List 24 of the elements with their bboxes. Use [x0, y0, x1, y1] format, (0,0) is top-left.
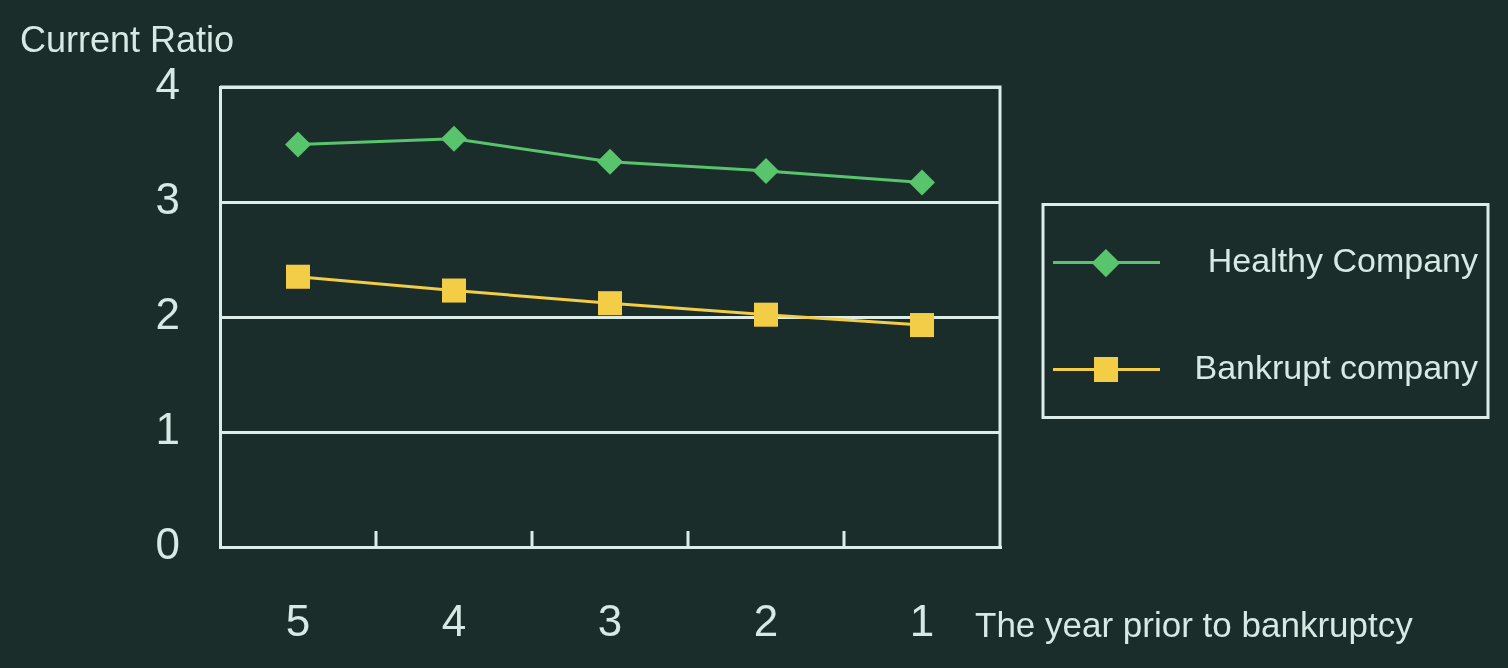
y-tick-label: 3 — [155, 174, 180, 224]
point — [441, 278, 467, 303]
point — [285, 264, 311, 289]
point — [597, 291, 623, 316]
x-tick-label: 4 — [441, 595, 467, 645]
legend-label: Healthy Company — [1207, 240, 1478, 279]
y-tick-label: 1 — [155, 404, 180, 454]
x-tick-label: 3 — [597, 595, 623, 645]
point — [285, 131, 311, 158]
y-tick-label: 4 — [155, 59, 180, 109]
x-tick-label: 2 — [753, 595, 779, 645]
x-tick-label: 1 — [909, 595, 935, 645]
x-tick-label: 5 — [285, 595, 311, 645]
point — [909, 169, 935, 196]
x-axis-title: The year prior to bankruptcy — [975, 604, 1414, 644]
legend-label: Bankrupt company — [1194, 347, 1478, 386]
y-axis-title: Current Ratio — [20, 18, 235, 60]
point — [909, 313, 935, 338]
point — [753, 157, 779, 184]
point — [441, 125, 467, 152]
y-tick-label: 2 — [155, 289, 180, 339]
point — [597, 148, 623, 175]
y-tick-label: 0 — [155, 519, 180, 569]
point — [753, 302, 779, 327]
